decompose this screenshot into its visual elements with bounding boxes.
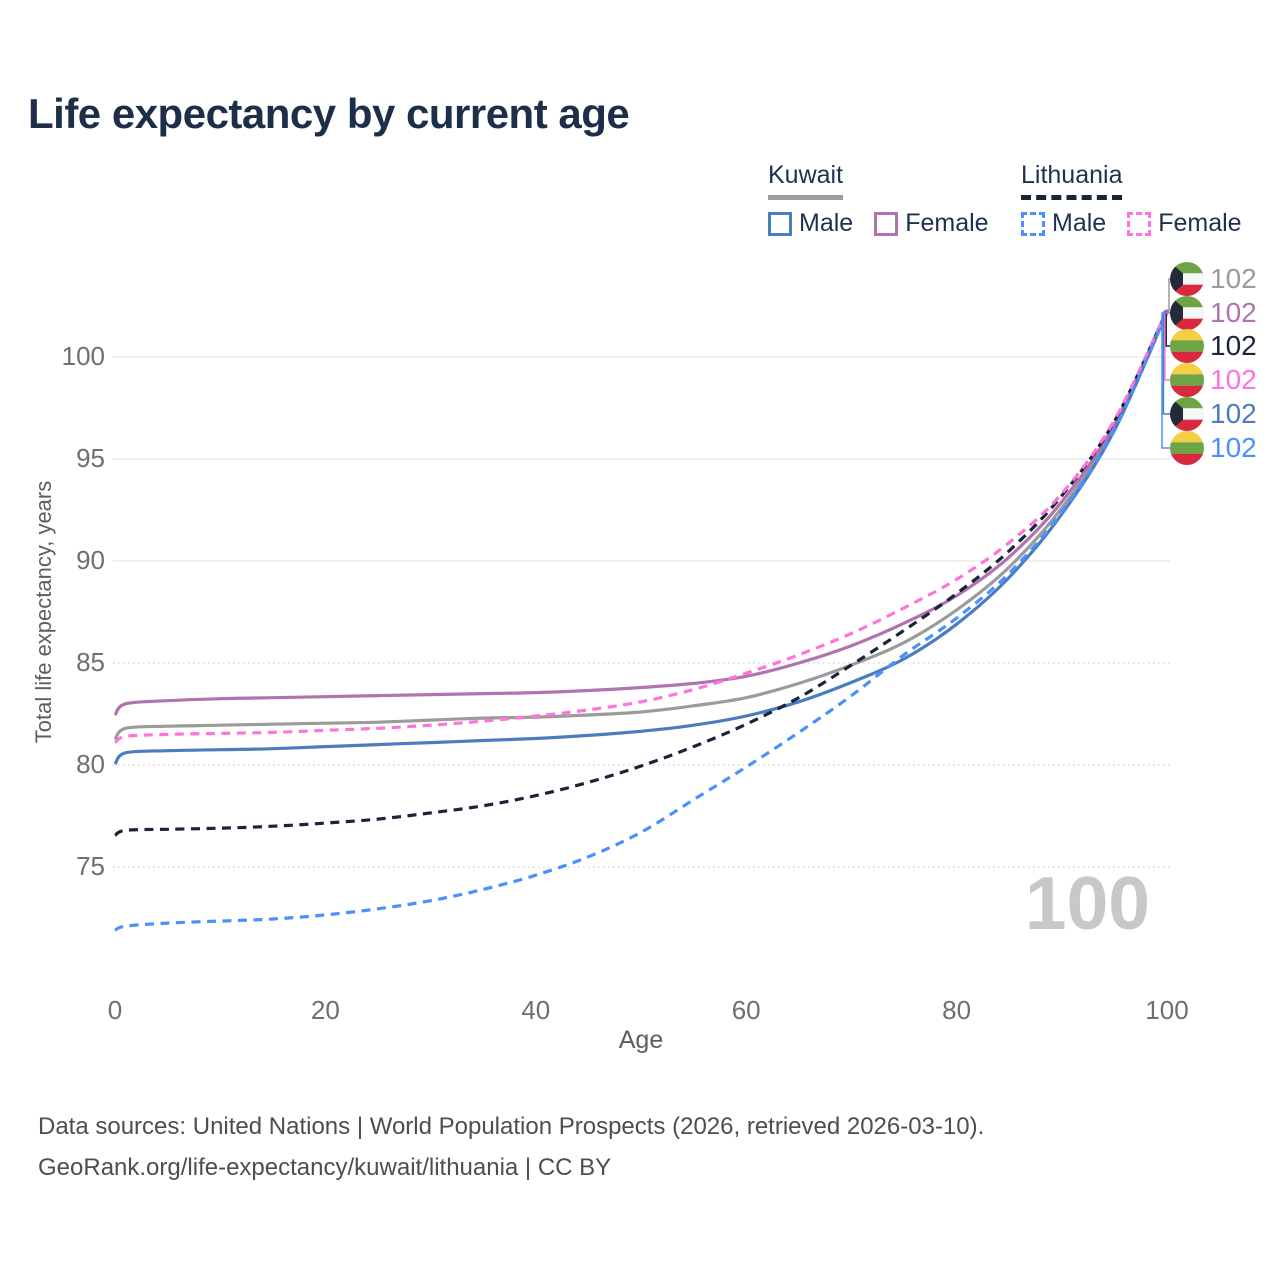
legend-item-kuwait-female[interactable]: Female [874, 209, 989, 238]
current-age-watermark: 100 [1024, 861, 1150, 945]
lithuania-flag-icon [1170, 363, 1204, 397]
y-axis-title: Total life expectancy, years [31, 480, 56, 744]
kuwait-flag-icon [1170, 397, 1204, 431]
legend-country-kuwait[interactable]: Kuwait [768, 161, 844, 200]
series-line-lithuania-male[interactable] [114, 311, 1169, 932]
y-tick-95: 95 [76, 443, 105, 473]
attribution-line: GeoRank.org/life-expectancy/kuwait/lithu… [38, 1154, 612, 1181]
series-line-kuwait[interactable] [113, 311, 1169, 741]
end-label-lithuania-female: 102 [1210, 364, 1257, 395]
end-label-kuwait-female: 102 [1210, 297, 1257, 328]
y-tick-90: 90 [76, 545, 105, 575]
legend-label-lithuania-female: Female [1158, 209, 1242, 237]
x-tick-20: 20 [310, 995, 340, 1025]
lithuania-male-swatch [1021, 211, 1045, 236]
end-label-lithuania-male: 102 [1210, 432, 1257, 463]
legend-group-kuwait: Kuwait Male Female [768, 161, 989, 238]
kuwait-flag-icon [1170, 262, 1204, 296]
end-label-lithuania: 102 [1210, 330, 1257, 361]
series-line-lithuania-female[interactable] [113, 309, 1169, 744]
legend-item-lithuania-female[interactable]: Female [1127, 209, 1242, 238]
kuwait-flag-icon [1170, 296, 1204, 330]
end-connector [1161, 312, 1170, 449]
y-tick-75: 75 [76, 851, 105, 881]
kuwait-male-swatch [768, 211, 792, 236]
series-line-kuwait-female[interactable] [113, 309, 1169, 717]
end-label-kuwait-male: 102 [1210, 398, 1257, 429]
x-tick-100: 100 [1145, 995, 1189, 1025]
end-connector [1165, 310, 1170, 347]
legend-label-kuwait-female: Female [905, 209, 989, 237]
series-line-kuwait-male[interactable] [113, 311, 1169, 766]
y-tick-85: 85 [76, 647, 105, 677]
x-tick-40: 40 [521, 995, 551, 1025]
lithuania-flag-icon [1170, 431, 1204, 465]
end-connector [1164, 309, 1170, 381]
data-sources-line: Data sources: United Nations | World Pop… [38, 1113, 985, 1140]
x-tick-80: 80 [942, 995, 972, 1025]
end-connector [1167, 278, 1170, 313]
y-tick-100: 100 [61, 341, 105, 371]
end-connector [1162, 311, 1170, 415]
y-tick-80: 80 [76, 749, 105, 779]
chart-footer: Data sources: United Nations | World Pop… [38, 1106, 984, 1188]
end-label-kuwait: 102 [1210, 263, 1257, 294]
lithuania-female-swatch [1127, 211, 1152, 236]
x-axis-title: Age [618, 1026, 664, 1054]
page-title: Life expectancy by current age [28, 90, 630, 137]
legend-label-lithuania-male: Male [1052, 209, 1107, 237]
legend-group-lithuania: Lithuania Male Female [1021, 161, 1242, 238]
lithuania-flag-icon [1170, 329, 1204, 363]
legend-label-kuwait-male: Male [799, 209, 854, 237]
kuwait-female-swatch [874, 211, 899, 236]
end-connector [1166, 309, 1170, 314]
legend-item-lithuania-male[interactable]: Male [1021, 209, 1106, 238]
series-line-lithuania[interactable] [114, 310, 1169, 837]
legend-item-kuwait-male[interactable]: Male [768, 209, 853, 238]
x-tick-0: 0 [107, 995, 123, 1025]
legend-country-lithuania[interactable]: Lithuania [1021, 161, 1123, 200]
x-tick-60: 60 [731, 995, 761, 1025]
